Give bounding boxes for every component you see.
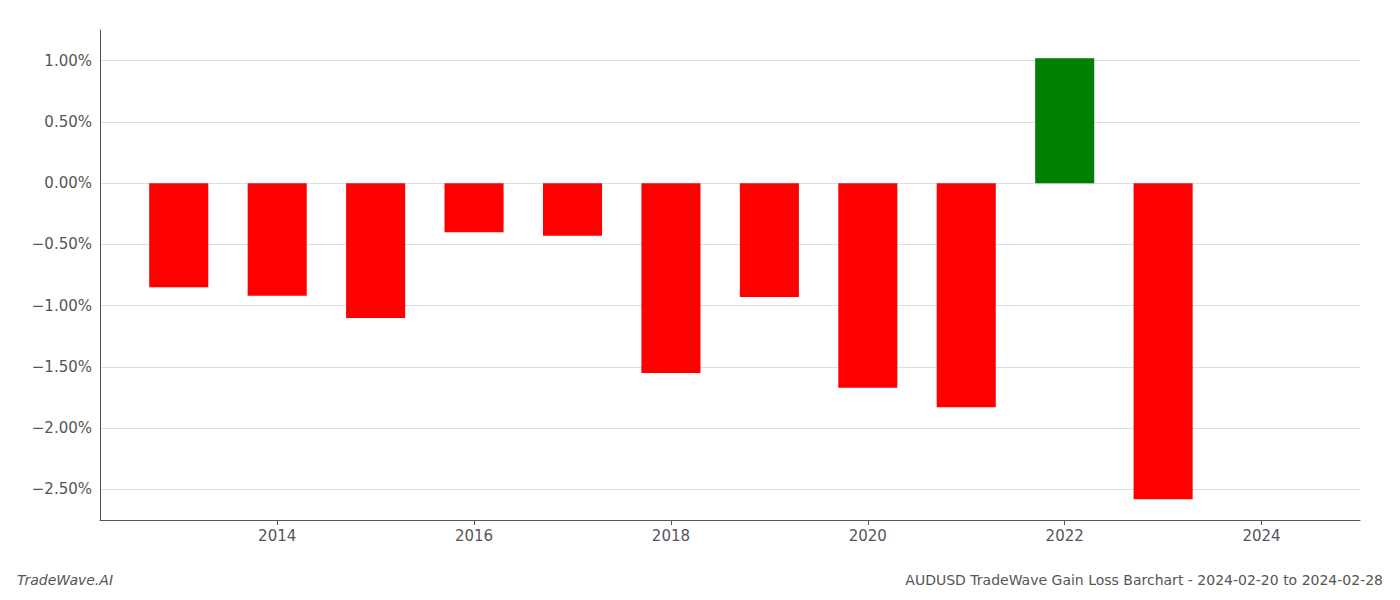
svg-text:−1.00%: −1.00% [32,297,92,315]
svg-text:AUDUSD TradeWave Gain Loss Bar: AUDUSD TradeWave Gain Loss Barchart - 20… [905,572,1383,588]
svg-text:0.00%: 0.00% [44,174,92,192]
svg-text:2018: 2018 [652,527,690,545]
svg-text:0.50%: 0.50% [44,113,92,131]
svg-text:2020: 2020 [849,527,887,545]
svg-text:−1.50%: −1.50% [32,358,92,376]
svg-text:2016: 2016 [455,527,493,545]
svg-text:2014: 2014 [258,527,296,545]
svg-text:2022: 2022 [1046,527,1084,545]
svg-text:−2.50%: −2.50% [32,480,92,498]
svg-text:−2.00%: −2.00% [32,419,92,437]
svg-text:1.00%: 1.00% [44,52,92,70]
svg-text:−0.50%: −0.50% [32,235,92,253]
svg-text:2024: 2024 [1242,527,1280,545]
svg-text:TradeWave.AI: TradeWave.AI [17,572,113,588]
